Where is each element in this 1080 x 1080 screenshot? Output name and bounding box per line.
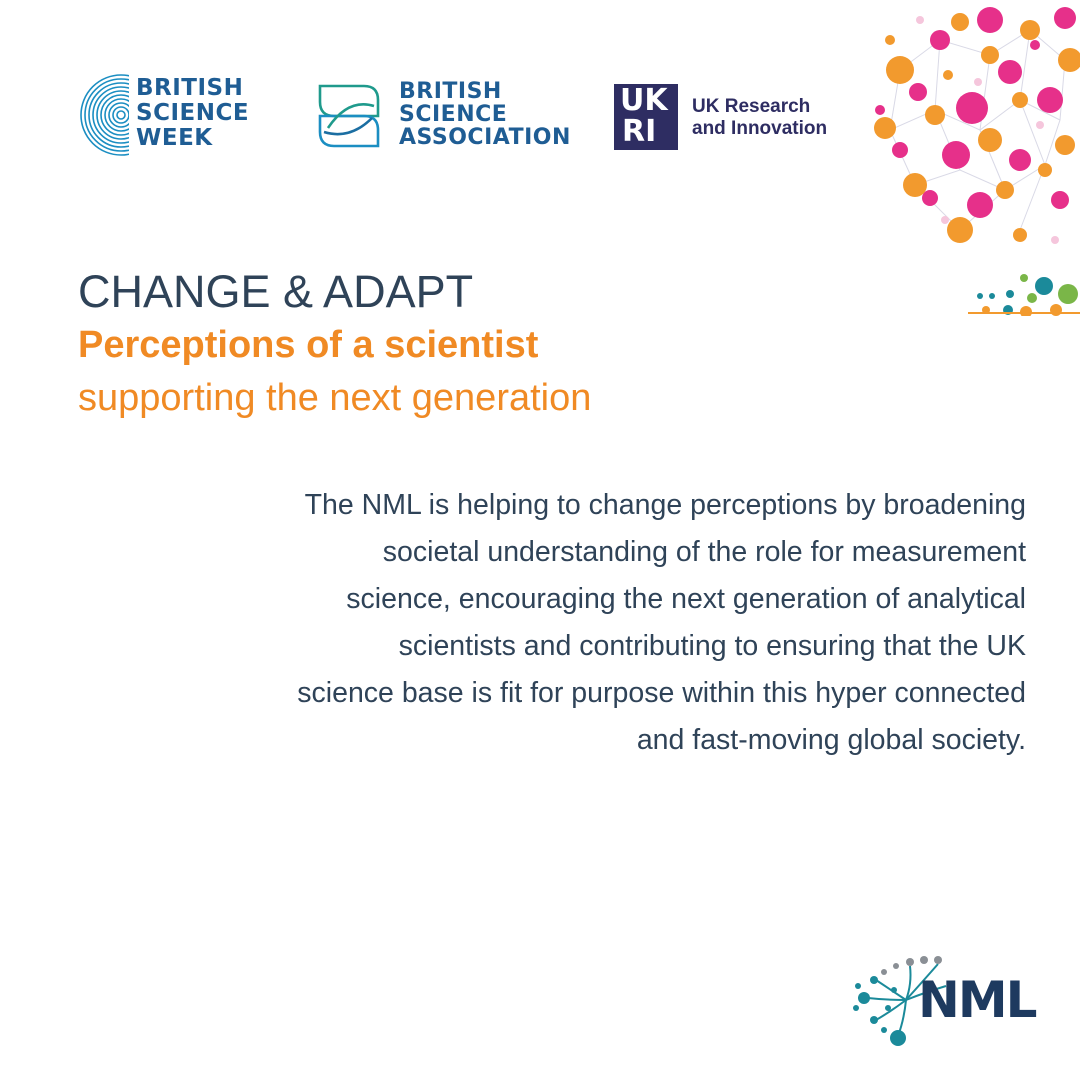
bsa-line-1: BRITISH [399, 79, 502, 104]
nml-network-icon [853, 956, 947, 1046]
bsa-line-3: ASSOCIATION [399, 125, 571, 150]
body-line: science, encouraging the next generation… [346, 583, 1026, 615]
body-line: The NML is helping to change perceptions… [304, 489, 1026, 521]
ukri-mark-top: UK [620, 83, 668, 118]
body-line: scientists and contributing to ensuring … [398, 630, 1026, 662]
body-line: societal understanding of the role for m… [382, 536, 1026, 568]
british-science-association-logo: BRITISH SCIENCE ASSOCIATION [314, 80, 570, 154]
headline-title: CHANGE & ADAPT [78, 266, 474, 317]
bsa-emblem-icon [318, 84, 380, 148]
ukri-logo: UK RI UK Research and Innovation [614, 84, 854, 152]
body-line: science base is fit for purpose within t… [297, 677, 1026, 709]
concentric-rings-icon [80, 74, 129, 156]
bsw-line-1: BRITISH [136, 75, 244, 101]
ukri-line-1: UK Research [692, 96, 811, 117]
decorative-dot-network [874, 7, 1080, 244]
nml-wordmark: NML [918, 971, 1037, 1029]
bsa-line-2: SCIENCE [399, 102, 508, 127]
bsw-line-3: WEEK [136, 125, 213, 151]
british-science-association-wordmark: BRITISH SCIENCE ASSOCIATION [399, 80, 571, 149]
headline-subtitle: Perceptions of a scientist [78, 324, 539, 366]
ukri-mark-bottom: RI [622, 114, 657, 149]
nml-logo: NML [846, 950, 1046, 1050]
ukri-wordmark: UK Research and Innovation [692, 96, 827, 140]
ukri-emblem-icon: UK RI [614, 84, 678, 150]
headline-tagline: supporting the next generation [78, 377, 592, 419]
body-paragraph: The NML is helping to change perceptions… [297, 482, 1026, 764]
bsw-line-2: SCIENCE [136, 100, 250, 126]
body-line: and fast-moving global society. [636, 724, 1026, 756]
ukri-line-2: and Innovation [692, 118, 828, 139]
british-science-week-logo: BRITISH SCIENCE WEEK [80, 74, 270, 156]
decorative-dot-strip [968, 274, 1080, 316]
british-science-week-wordmark: BRITISH SCIENCE WEEK [136, 76, 249, 151]
